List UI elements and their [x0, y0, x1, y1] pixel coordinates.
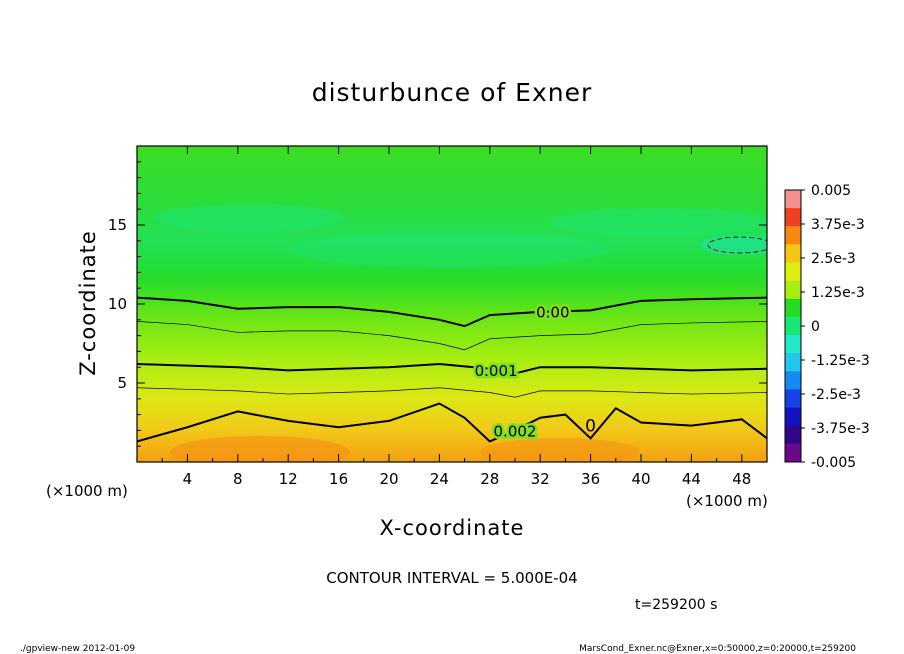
colorbar-swatch	[785, 262, 801, 282]
colorbar-label: 0	[811, 319, 820, 335]
colorbar-swatch	[785, 244, 801, 264]
contour-label: 0.002	[494, 422, 537, 440]
x-tick-label: 36	[581, 470, 600, 488]
plot-field: 0.00 0.001 0.002 0	[137, 146, 767, 462]
weak-negative-region	[290, 232, 610, 268]
contour-line	[137, 296, 767, 328]
x-tick-label: 12	[279, 470, 298, 488]
colorbar-swatch	[785, 226, 801, 245]
x-axis: 4 8 12 16 20 24 28 32 36 40 44 48	[161, 146, 751, 488]
footer-right: MarsCond_Exner.nc@Exner,x=0:50000,z=0:20…	[579, 644, 856, 654]
weak-negative-region	[155, 204, 345, 232]
x-unit-right: (×1000 m)	[686, 492, 768, 510]
chart-title: disturbunce of Exner	[312, 78, 593, 107]
high-region	[480, 438, 640, 462]
colorbar-label: -0.005	[811, 455, 856, 471]
x-tick-label: 4	[183, 470, 193, 488]
contour-line-negative	[707, 236, 767, 254]
colorbar-swatch	[785, 353, 801, 372]
y-tick-label: 5	[117, 374, 127, 392]
contour-label: 0	[585, 417, 596, 437]
x-tick-label: 40	[631, 470, 650, 488]
contour-label: 0.00	[536, 304, 569, 322]
high-region	[170, 436, 350, 462]
x-tick-label: 44	[682, 470, 701, 488]
x-tick-label: 16	[329, 470, 348, 488]
x-axis-label: X-coordinate	[380, 516, 525, 540]
contour-lines: 0.00 0.001 0.002 0	[137, 236, 767, 443]
x-unit-left: (×1000 m)	[46, 482, 128, 500]
x-tick-label: 48	[732, 470, 751, 488]
colorbar-swatch	[785, 280, 801, 300]
x-tick-label: 28	[480, 470, 499, 488]
colorbar-swatch	[785, 316, 801, 336]
contour-line-minor	[137, 387, 767, 398]
colorbar-swatch	[785, 371, 801, 390]
shaded-field	[137, 146, 767, 462]
colorbar-swatch	[785, 443, 801, 463]
footer-left: ./gpview-new 2012-01-09	[20, 644, 135, 654]
contour-line	[137, 402, 767, 443]
time-text: t=259200 s	[635, 597, 717, 613]
colorbar-swatch	[785, 389, 801, 409]
y-tick-label: 10	[108, 295, 127, 313]
weak-negative-region	[550, 208, 767, 236]
y-tick-label: 15	[108, 216, 127, 234]
contour-line-minor	[137, 321, 767, 351]
colorbar-label: 1.25e-3	[811, 285, 865, 301]
colorbar-swatch	[785, 190, 801, 209]
colorbar-label: -2.5e-3	[811, 387, 861, 403]
colorbar-label: -3.75e-3	[811, 421, 870, 437]
colorbar-swatch	[785, 407, 801, 427]
colorbar-swatch	[785, 208, 801, 227]
colorbar-swatch	[785, 298, 801, 318]
contour-label: 0.001	[475, 362, 518, 380]
colorbar-label: 0.005	[811, 183, 851, 199]
colorbar-label: 3.75e-3	[811, 217, 865, 233]
y-axis: 5 10 15	[108, 161, 767, 447]
colorbar-swatch	[785, 425, 801, 445]
contour-line	[137, 363, 767, 375]
colorbar-label: 2.5e-3	[811, 251, 856, 267]
colorbar-label: -1.25e-3	[811, 353, 870, 369]
negative-region	[700, 235, 767, 255]
colorbar: 0.005 3.75e-3 2.5e-3 1.25e-3 0 -1.25e-3 -2.5e-…	[784, 183, 870, 471]
contour-interval-text: CONTOUR INTERVAL = 5.000E-04	[326, 569, 577, 587]
x-tick-label: 20	[379, 470, 398, 488]
y-axis-label: Z-coordinate	[76, 230, 100, 376]
x-tick-label: 24	[430, 470, 449, 488]
x-tick-label: 8	[233, 470, 243, 488]
x-tick-label: 32	[531, 470, 550, 488]
colorbar-swatch	[785, 335, 801, 354]
